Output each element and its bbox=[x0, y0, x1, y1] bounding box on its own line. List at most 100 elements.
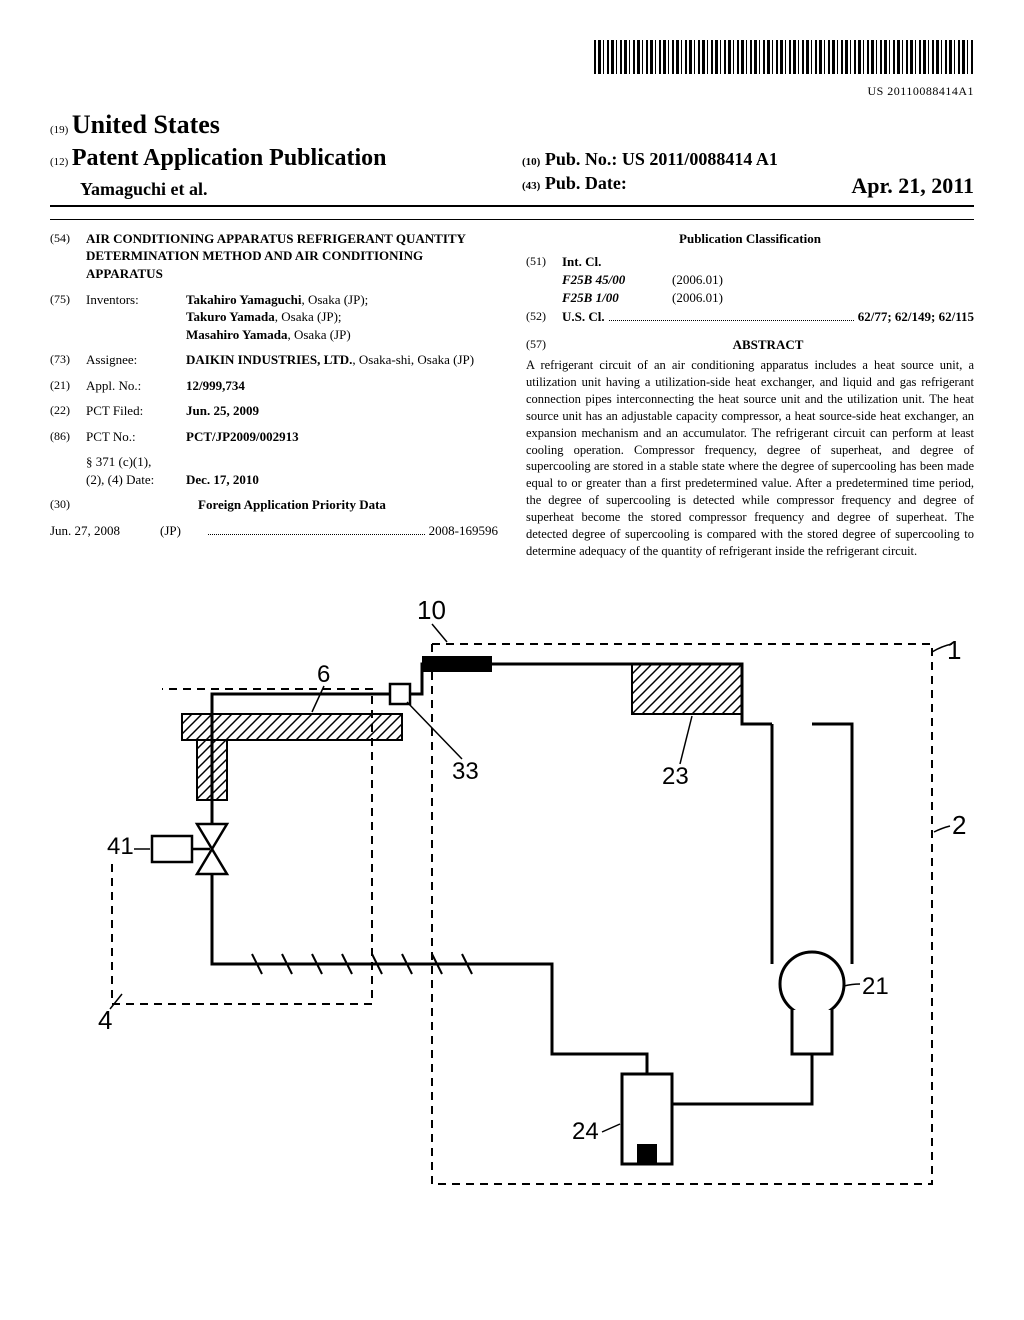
uscl-val: 62/77; 62/149; 62/115 bbox=[858, 308, 974, 326]
barcode-graphic bbox=[594, 40, 974, 74]
foreign-heading-row: (30) Foreign Application Priority Data bbox=[50, 496, 498, 514]
pubdate-num: (43) bbox=[522, 180, 540, 192]
assignee-val: DAIKIN INDUSTRIES, LTD., Osaka-shi, Osak… bbox=[186, 351, 498, 369]
pctno-val-b: PCT/JP2009/002913 bbox=[186, 429, 299, 444]
abstract-text: A refrigerant circuit of an air conditio… bbox=[526, 357, 974, 560]
foreign-row: Jun. 27, 2008 (JP) 2008-169596 bbox=[50, 522, 498, 540]
s371-val-b: Dec. 17, 2010 bbox=[186, 472, 259, 487]
fig-label-21: 21 bbox=[862, 973, 889, 1000]
uscl-row: (52) U.S. Cl. 62/77; 62/149; 62/115 bbox=[526, 308, 974, 326]
intcl-code-1: F25B 1/00 bbox=[562, 289, 672, 307]
intcl-label: Int. Cl. bbox=[562, 253, 974, 271]
inventor-3-name: Masahiro Yamada bbox=[186, 327, 287, 342]
figure-area: 10 6 33 23 1 2 41 4 21 24 bbox=[50, 584, 974, 1211]
header: (19) United States (12) Patent Applicati… bbox=[50, 107, 974, 207]
abstract-heading: ABSTRACT bbox=[562, 336, 974, 354]
heat-exchanger-right bbox=[632, 664, 742, 714]
pubdate-label: Pub. Date: bbox=[545, 173, 627, 193]
s371-row: § 371 (c)(1), (2), (4) Date: Dec. 17, 20… bbox=[50, 453, 498, 488]
fig-label-6: 6 bbox=[317, 661, 330, 688]
fig-label-33: 33 bbox=[452, 758, 479, 785]
pctfiled-row: (22) PCT Filed: Jun. 25, 2009 bbox=[50, 402, 498, 420]
country: United States bbox=[72, 110, 220, 139]
intcl-year-0: (2006.01) bbox=[672, 271, 723, 289]
compressor-circle bbox=[780, 952, 844, 1016]
title-text: AIR CONDITIONING APPARATUS REFRIGERANT Q… bbox=[86, 230, 498, 283]
intcl-num: (51) bbox=[526, 253, 562, 306]
abstract-num: (57) bbox=[526, 336, 562, 356]
valve-33-box bbox=[390, 684, 410, 704]
classif-heading: Publication Classification bbox=[526, 230, 974, 248]
authors: Yamaguchi et al. bbox=[50, 177, 502, 201]
left-col: (54) AIR CONDITIONING APPARATUS REFRIGER… bbox=[50, 230, 498, 560]
assignee-name: DAIKIN INDUSTRIES, LTD. bbox=[186, 352, 352, 367]
intcl-row: (51) Int. Cl. F25B 45/00 (2006.01) F25B … bbox=[526, 253, 974, 306]
inventors-row: (75) Inventors: Takahiro Yamaguchi, Osak… bbox=[50, 291, 498, 344]
foreign-date: Jun. 27, 2008 bbox=[50, 522, 160, 540]
inventor-2-name: Takuro Yamada bbox=[186, 309, 275, 324]
s371-blank bbox=[50, 453, 86, 488]
pctno-val: PCT/JP2009/002913 bbox=[186, 428, 498, 446]
biblio-columns: (54) AIR CONDITIONING APPARATUS REFRIGER… bbox=[50, 219, 974, 560]
pub-type: Patent Application Publication bbox=[72, 145, 387, 171]
pub-type-line: (12) Patent Application Publication bbox=[50, 142, 502, 174]
inventor-1-name: Takahiro Yamaguchi bbox=[186, 292, 301, 307]
barcode-text: US 20110088414A1 bbox=[50, 83, 974, 99]
foreign-heading: Foreign Application Priority Data bbox=[86, 496, 498, 514]
header-left: (19) United States (12) Patent Applicati… bbox=[50, 107, 502, 201]
fig-label-1: 1 bbox=[947, 635, 961, 665]
inventor-3-loc: , Osaka (JP) bbox=[287, 327, 350, 342]
appl-val: 12/999,734 bbox=[186, 377, 498, 395]
assignee-row: (73) Assignee: DAIKIN INDUSTRIES, LTD., … bbox=[50, 351, 498, 369]
s371-label: § 371 (c)(1), (2), (4) Date: bbox=[86, 453, 186, 488]
pubdate-val: Apr. 21, 2011 bbox=[851, 171, 974, 201]
assignee-loc: , Osaka-shi, Osaka (JP) bbox=[352, 352, 474, 367]
intcl-code-0: F25B 45/00 bbox=[562, 271, 672, 289]
country-num: (19) bbox=[50, 124, 68, 136]
uscl-num: (52) bbox=[526, 308, 562, 326]
assignee-num: (73) bbox=[50, 351, 86, 369]
intcl-body: Int. Cl. F25B 45/00 (2006.01) F25B 1/00 … bbox=[562, 253, 974, 306]
pubno-num: (10) bbox=[522, 156, 540, 168]
uscl-label: U.S. Cl. bbox=[562, 308, 605, 326]
s371-val: Dec. 17, 2010 bbox=[186, 471, 498, 489]
pub-no-line: (10) Pub. No.: US 2011/0088414 A1 bbox=[522, 147, 974, 171]
fig-label-4: 4 bbox=[98, 1005, 112, 1035]
uscl-dots bbox=[609, 320, 854, 321]
heat-exchanger-left bbox=[182, 714, 402, 740]
foreign-dots bbox=[208, 534, 425, 535]
intcl-line-1: F25B 1/00 (2006.01) bbox=[562, 289, 974, 307]
fig-label-41: 41 bbox=[107, 833, 134, 860]
patent-figure: 10 6 33 23 1 2 41 4 21 24 bbox=[52, 584, 972, 1204]
pub-type-num: (12) bbox=[50, 156, 68, 168]
fig-label-2: 2 bbox=[952, 810, 966, 840]
expansion-valve-41 bbox=[152, 824, 227, 874]
fig-label-23: 23 bbox=[662, 763, 689, 790]
inventors-label: Inventors: bbox=[86, 291, 186, 344]
foreign-num: (30) bbox=[50, 496, 86, 514]
intcl-line-0: F25B 45/00 (2006.01) bbox=[562, 271, 974, 289]
pctno-label: PCT No.: bbox=[86, 428, 186, 446]
pctfiled-label: PCT Filed: bbox=[86, 402, 186, 420]
foreign-cc: (JP) bbox=[160, 522, 204, 540]
pctno-num: (86) bbox=[50, 428, 86, 446]
pubno-val: US 2011/0088414 A1 bbox=[622, 149, 778, 169]
inventor-2-loc: , Osaka (JP); bbox=[275, 309, 342, 324]
title-row: (54) AIR CONDITIONING APPARATUS REFRIGER… bbox=[50, 230, 498, 283]
right-col: Publication Classification (51) Int. Cl.… bbox=[526, 230, 974, 560]
uscl-val-r: ; 62/149; 62/115 bbox=[887, 309, 974, 324]
abstract-heading-row: (57) ABSTRACT bbox=[526, 336, 974, 356]
muffler-block bbox=[422, 656, 492, 672]
appl-val-b: 12/999,734 bbox=[186, 378, 245, 393]
appl-label: Appl. No.: bbox=[86, 377, 186, 395]
pub-date-line: (43) Pub. Date: Apr. 21, 2011 bbox=[522, 171, 974, 201]
uscl-body: U.S. Cl. 62/77; 62/149; 62/115 bbox=[562, 308, 974, 326]
intcl-year-1: (2006.01) bbox=[672, 289, 723, 307]
pubno-label: Pub. No.: bbox=[545, 149, 618, 169]
pctfiled-num: (22) bbox=[50, 402, 86, 420]
barcode-area: US 20110088414A1 bbox=[50, 40, 974, 99]
foreign-appnum: 2008-169596 bbox=[429, 522, 498, 540]
pctfiled-val: Jun. 25, 2009 bbox=[186, 402, 498, 420]
assignee-label: Assignee: bbox=[86, 351, 186, 369]
pctfiled-val-b: Jun. 25, 2009 bbox=[186, 403, 259, 418]
